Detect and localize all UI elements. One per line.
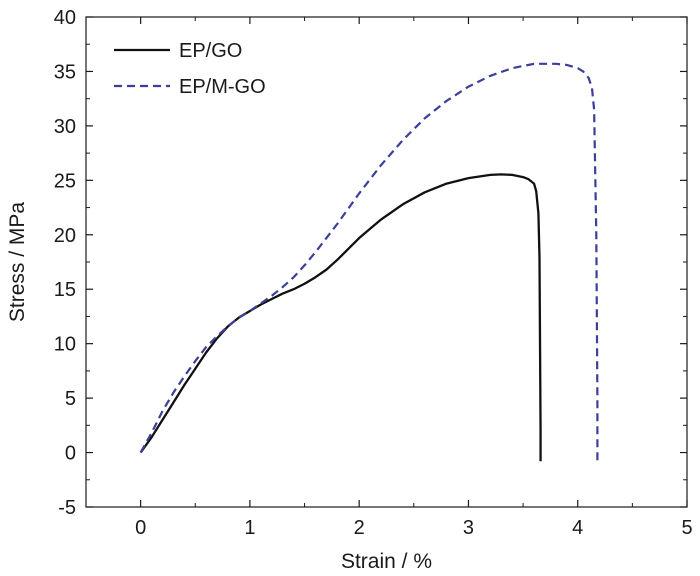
y-tick-label: 35 bbox=[54, 61, 76, 83]
legend: EP/GO EP/M-GO bbox=[114, 40, 266, 98]
y-tick-label: 30 bbox=[54, 116, 76, 138]
series-line-ep-m-go bbox=[139, 62, 599, 464]
x-tick-label: 5 bbox=[681, 517, 692, 539]
x-axis-ticks: 0 1 2 3 4 5 bbox=[85, 17, 693, 539]
y-axis-ticks: -5 0 5 10 15 20 25 30 35 40 bbox=[54, 7, 687, 519]
y-tick-label: 15 bbox=[54, 279, 76, 301]
x-tick-label: 2 bbox=[354, 517, 365, 539]
legend-label-ep-m-go: EP/M-GO bbox=[179, 76, 266, 98]
legend-label-ep-go: EP/GO bbox=[179, 40, 242, 62]
y-tick-label: 40 bbox=[54, 7, 76, 29]
y-tick-label: 20 bbox=[54, 225, 76, 247]
series-layer bbox=[139, 62, 599, 464]
y-tick-label: -5 bbox=[58, 497, 76, 519]
y-tick-label: 10 bbox=[54, 334, 76, 356]
plot-area: 0 1 2 3 4 5 -5 0 5 10 15 20 25 30 35 40 bbox=[54, 7, 693, 539]
x-tick-label: 4 bbox=[572, 517, 583, 539]
y-tick-label: 5 bbox=[65, 388, 76, 410]
x-tick-label: 3 bbox=[463, 517, 474, 539]
y-tick-label: 0 bbox=[65, 443, 76, 465]
y-axis-title: Stress / MPa bbox=[6, 202, 29, 323]
x-tick-label: 0 bbox=[135, 517, 146, 539]
x-tick-label: 1 bbox=[244, 517, 255, 539]
y-tick-label: 25 bbox=[54, 170, 76, 192]
x-axis-title: Strain / % bbox=[341, 550, 432, 573]
series-line-ep-go bbox=[139, 173, 542, 462]
